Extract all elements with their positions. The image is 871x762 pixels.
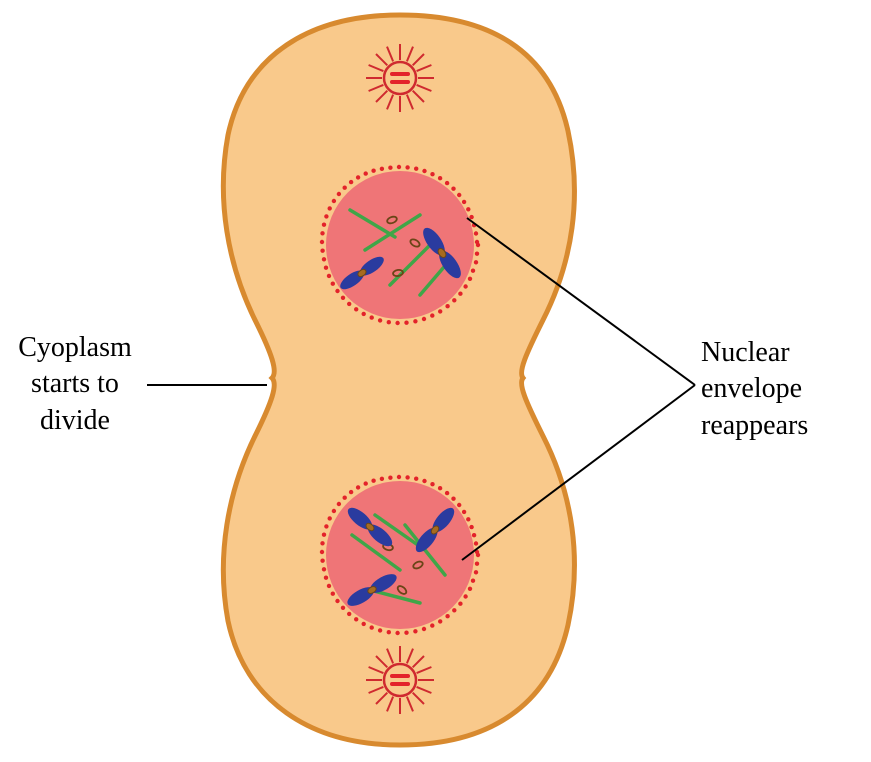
label-nuclear-envelope: Nuclear envelope reappears	[701, 335, 851, 444]
label-cytoplasm-line2: starts to	[31, 368, 119, 399]
label-cytoplasm-line1: Cyoplasm	[18, 332, 132, 363]
label-envelope-line1: Nuclear	[701, 337, 790, 368]
label-envelope-line2: envelope	[701, 373, 802, 404]
cell-diagram: Cyoplasm starts to divide Nuclear envelo…	[0, 0, 871, 757]
cell-membrane	[223, 15, 574, 745]
label-envelope-line3: reappears	[701, 410, 808, 441]
label-cytoplasm: Cyoplasm starts to divide	[0, 330, 150, 439]
label-cytoplasm-line3: divide	[40, 405, 110, 436]
